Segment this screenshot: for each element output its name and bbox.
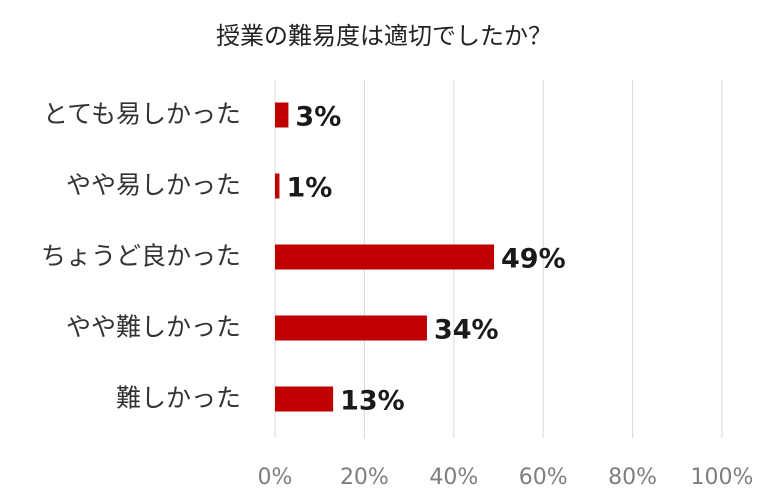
data-label: 34% — [434, 315, 499, 346]
x-tick-label: 20% — [340, 465, 389, 490]
x-tick-label: 60% — [519, 465, 568, 490]
bar — [275, 386, 334, 412]
chart-title: 授業の難易度は適切でしたか？ — [216, 22, 552, 50]
data-labels: 3% 1% 49% 34% 13% — [286, 102, 565, 417]
x-axis-ticks: 0% 20% 40% 60% 80% 100% — [258, 465, 754, 490]
category-label: やや易しかった — [66, 171, 241, 200]
data-label: 1% — [286, 173, 332, 204]
category-label: 難しかった — [116, 384, 241, 413]
category-label: とても易しかった — [43, 100, 241, 129]
category-label: やや難しかった — [66, 313, 241, 342]
x-tick-label: 40% — [429, 465, 478, 490]
data-label: 49% — [501, 244, 566, 275]
data-label: 3% — [295, 102, 341, 133]
bars — [275, 102, 495, 412]
x-tick-label: 100% — [691, 465, 754, 490]
x-tick-label: 80% — [608, 465, 657, 490]
x-tick-label: 0% — [258, 465, 293, 490]
bar — [275, 244, 495, 270]
data-label: 13% — [340, 386, 405, 417]
bar — [275, 102, 289, 128]
bar — [275, 315, 427, 341]
bar — [275, 173, 280, 199]
category-label: ちょうど良かった — [41, 242, 241, 271]
